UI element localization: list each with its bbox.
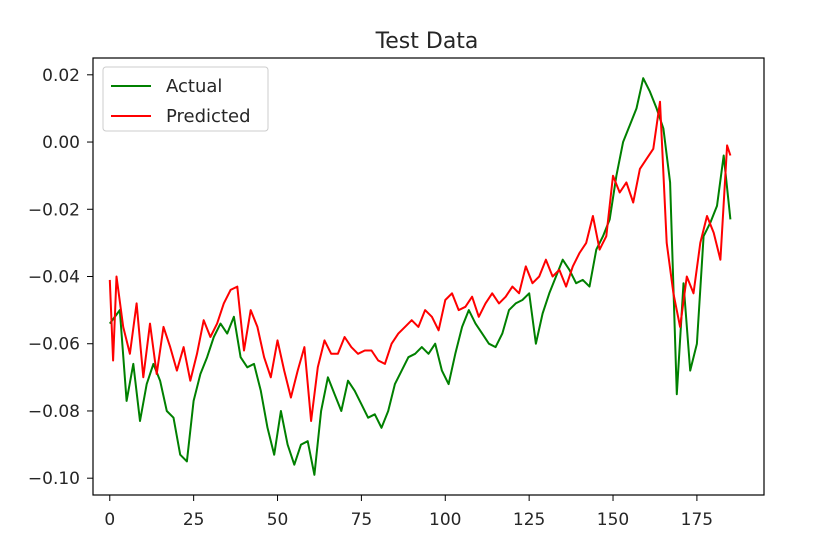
series-line-actual	[108, 77, 732, 476]
legend-label-actual: Actual	[166, 76, 222, 97]
y-tick-label: −0.08	[28, 402, 80, 422]
y-tick-label: −0.06	[28, 335, 80, 355]
y-tick-label: 0.02	[42, 66, 80, 86]
x-tick-label: 175	[681, 510, 713, 530]
x-tick-label: 100	[429, 510, 461, 530]
y-tick-label: −0.04	[28, 268, 80, 288]
y-tick-label: −0.10	[28, 469, 80, 489]
series-line-predicted	[108, 100, 732, 422]
y-tick-label: −0.02	[28, 200, 80, 220]
x-tick-label: 25	[183, 510, 205, 530]
axes-layer: 0 25 50 75 100 125 150 175 0.02 0.00 −0.02 −0.04 −0.…	[28, 57, 765, 530]
x-tick-label: 75	[351, 510, 373, 530]
legend-label-predicted: Predicted	[166, 106, 251, 127]
x-tick-label: 125	[513, 510, 545, 530]
x-tick-label: 50	[267, 510, 289, 530]
legend: Actual Predicted	[102, 66, 269, 132]
series-layer	[108, 77, 732, 476]
chart-title: Test Data	[375, 29, 479, 54]
x-tick-label: 150	[597, 510, 629, 530]
x-tick-label: 0	[104, 510, 115, 530]
y-tick-label: 0.00	[42, 133, 80, 153]
